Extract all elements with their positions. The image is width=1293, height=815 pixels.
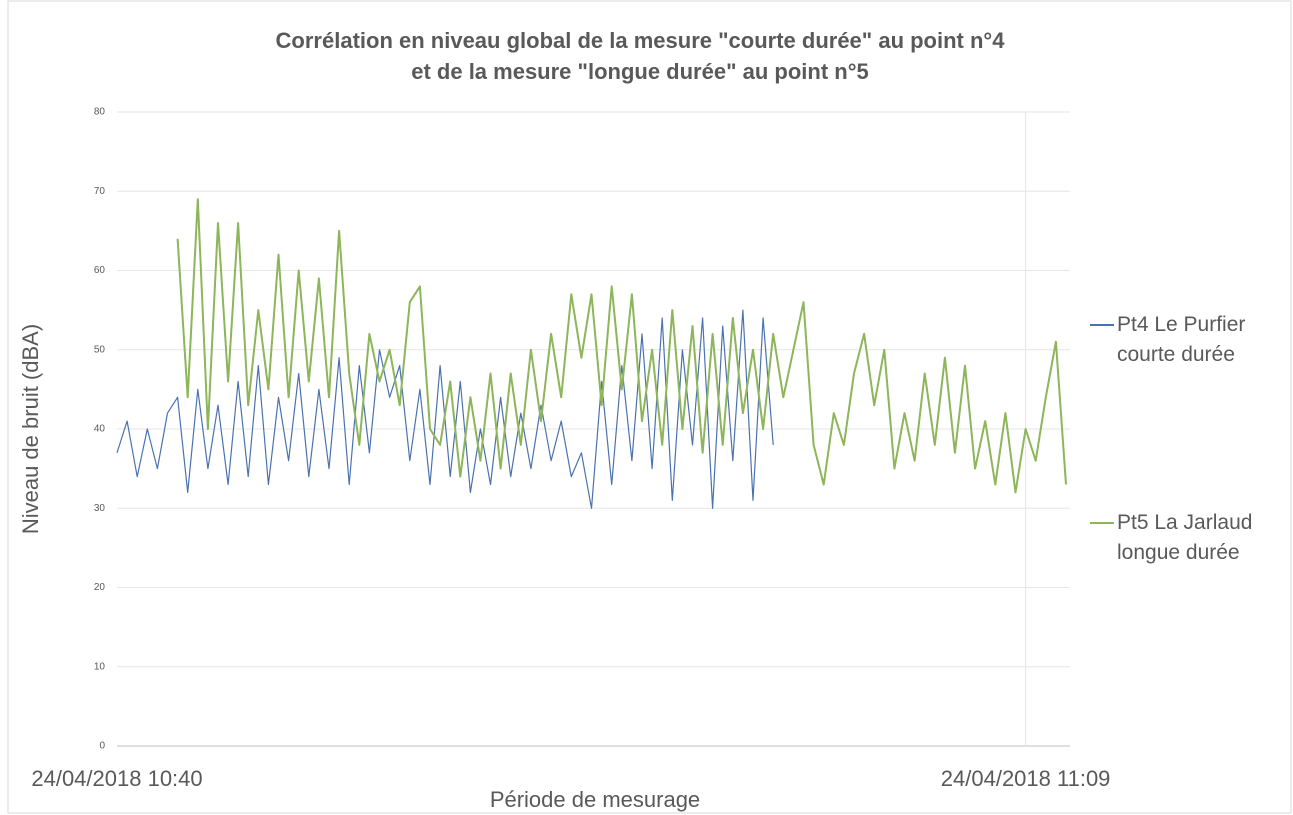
x-axis-label: Période de mesurage <box>490 787 700 812</box>
y-tick-label: 80 <box>94 107 106 118</box>
y-tick-label: 10 <box>94 661 106 672</box>
legend-label: Pt5 La Jarlaud longue durée <box>1117 511 1253 564</box>
x-tick-label: 24/04/2018 11:09 <box>941 766 1111 791</box>
y-tick-label: 60 <box>94 265 106 276</box>
y-tick-label: 50 <box>94 344 106 355</box>
y-axis-label: Niveau de bruit (dBA) <box>18 324 43 534</box>
chart-title: Corrélation en niveau global de la mesur… <box>276 28 1006 53</box>
chart-border <box>7 0 1292 814</box>
legend-label: Pt4 Le Purfier courte durée <box>1117 313 1246 366</box>
y-tick-label: 70 <box>94 186 106 197</box>
chart-title: et de la mesure "longue durée" au point … <box>411 59 869 84</box>
y-tick-label: 30 <box>94 503 106 514</box>
y-tick-label: 0 <box>99 741 105 752</box>
x-tick-label: 24/04/2018 10:40 <box>31 766 202 791</box>
series-line <box>176 198 1067 494</box>
y-tick-label: 40 <box>94 424 106 435</box>
y-tick-label: 20 <box>94 582 106 593</box>
series-line <box>116 309 774 509</box>
